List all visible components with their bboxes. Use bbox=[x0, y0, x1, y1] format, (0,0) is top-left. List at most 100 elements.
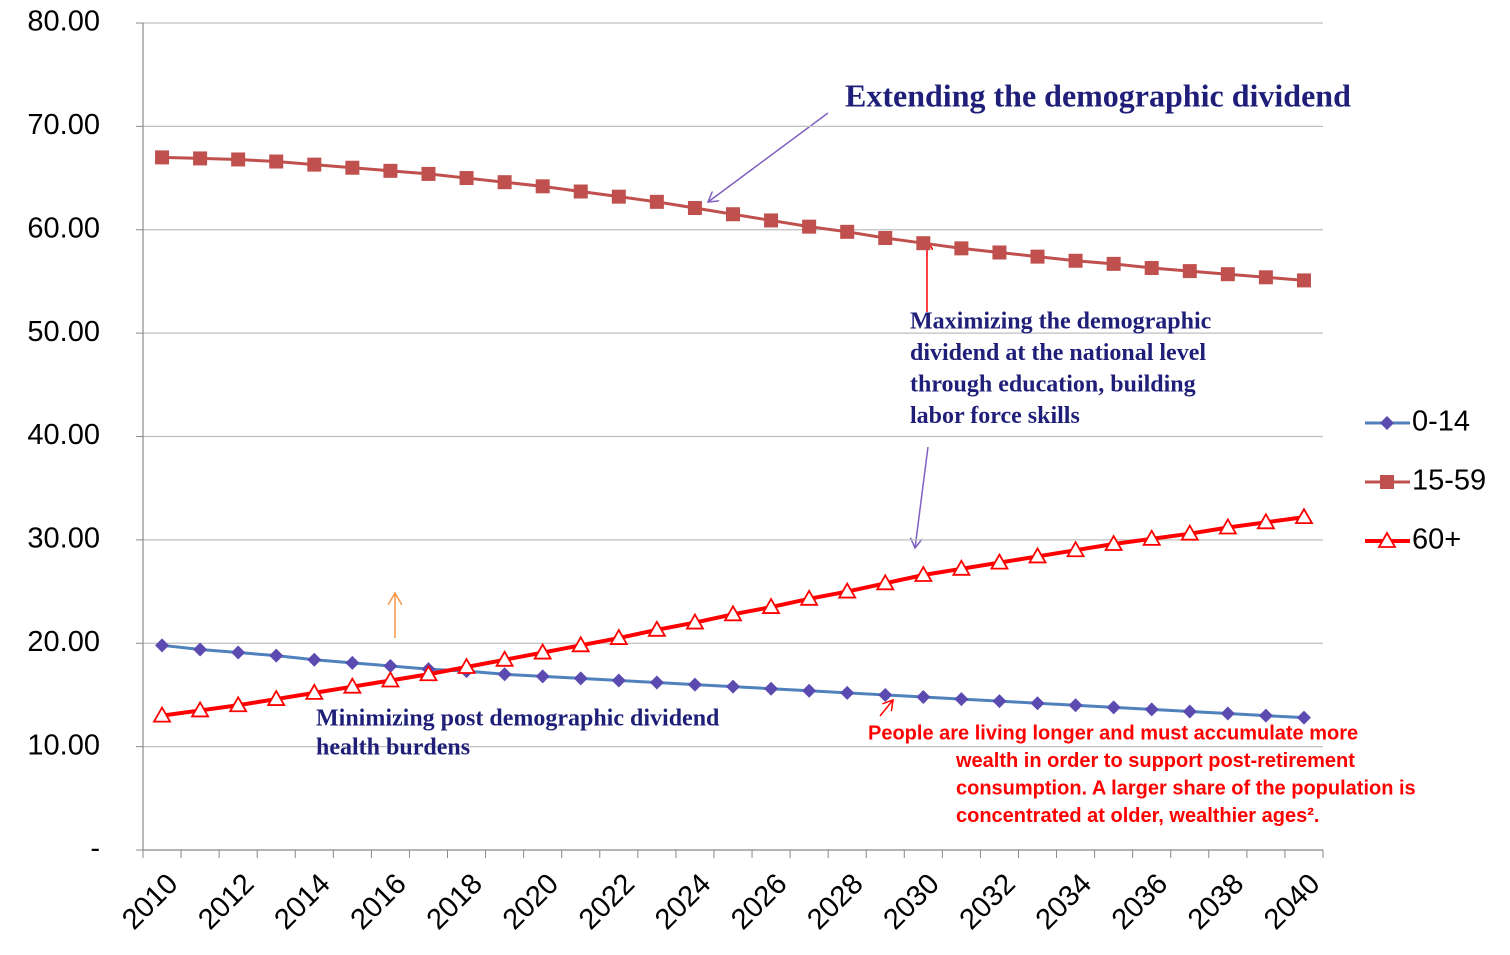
point bbox=[421, 166, 436, 181]
point bbox=[535, 669, 550, 684]
annotation: People are living longer and must accumu… bbox=[868, 722, 1358, 744]
x-tick-label: 2020 bbox=[497, 868, 565, 936]
legend-label: 0-14 bbox=[1412, 406, 1470, 438]
point bbox=[687, 677, 702, 692]
annotation: concentrated at older, wealthier ages². bbox=[956, 805, 1319, 827]
point bbox=[1030, 249, 1045, 264]
y-tick-label: 70.00 bbox=[27, 109, 100, 141]
point bbox=[345, 160, 360, 175]
point bbox=[266, 689, 286, 706]
point bbox=[954, 692, 969, 707]
point bbox=[1220, 706, 1235, 721]
x-tick-label: 2028 bbox=[801, 868, 869, 936]
x-tick-label: 2038 bbox=[1182, 868, 1250, 936]
y-tick-label: 60.00 bbox=[27, 212, 100, 244]
point bbox=[1106, 700, 1121, 715]
point bbox=[304, 683, 324, 700]
arrow bbox=[708, 112, 829, 202]
point bbox=[1144, 260, 1159, 275]
point bbox=[418, 664, 439, 682]
x-tick-label: 2016 bbox=[345, 868, 413, 936]
point bbox=[345, 655, 360, 670]
x-tick-label: 2040 bbox=[1258, 868, 1326, 936]
point bbox=[497, 667, 512, 682]
point bbox=[1182, 704, 1197, 719]
arrow bbox=[915, 446, 929, 548]
point bbox=[456, 657, 477, 674]
point bbox=[1142, 529, 1162, 546]
point bbox=[1068, 253, 1083, 268]
point bbox=[1144, 702, 1159, 717]
point bbox=[155, 150, 170, 165]
x-tick-label: 2034 bbox=[1030, 868, 1098, 936]
x-tick-label: 2024 bbox=[649, 868, 717, 936]
y-tick-label: 30.00 bbox=[27, 523, 100, 555]
point bbox=[1068, 698, 1083, 713]
point bbox=[1027, 546, 1048, 564]
x-tick-label: 2014 bbox=[268, 868, 336, 936]
point bbox=[726, 207, 740, 222]
x-tick-label: 2032 bbox=[954, 868, 1022, 936]
x-tick-label: 2010 bbox=[116, 868, 184, 936]
point bbox=[649, 194, 664, 209]
point bbox=[1106, 256, 1121, 271]
point bbox=[459, 171, 474, 186]
point bbox=[1030, 696, 1045, 711]
point bbox=[573, 184, 588, 199]
point bbox=[193, 151, 208, 166]
point bbox=[1180, 523, 1200, 541]
point bbox=[878, 231, 893, 246]
annotation: wealth in order to support post-retireme… bbox=[955, 750, 1355, 772]
point bbox=[533, 642, 553, 660]
y-tick-label: 50.00 bbox=[27, 316, 100, 348]
annotation: through education, building bbox=[910, 372, 1196, 398]
point bbox=[1104, 534, 1124, 551]
point bbox=[649, 675, 664, 690]
point bbox=[228, 695, 248, 713]
x-tick-label: 2036 bbox=[1106, 868, 1174, 936]
point bbox=[687, 201, 702, 216]
y-tick-label: 40.00 bbox=[27, 419, 100, 451]
annotation: Extending the demographic dividend bbox=[845, 77, 1351, 113]
point bbox=[495, 649, 515, 667]
point bbox=[1220, 267, 1235, 282]
point bbox=[1296, 273, 1311, 288]
y-tick-label: 20.00 bbox=[27, 626, 100, 658]
annotation: Minimizing post demographic dividend bbox=[316, 706, 720, 732]
x-tick-label: 2026 bbox=[725, 868, 793, 936]
point bbox=[380, 670, 400, 688]
point bbox=[647, 619, 667, 637]
point bbox=[611, 673, 626, 688]
x-tick-label: 2022 bbox=[573, 868, 641, 936]
point bbox=[764, 213, 779, 228]
point bbox=[383, 163, 398, 178]
point bbox=[951, 559, 971, 576]
point bbox=[155, 638, 170, 653]
point bbox=[761, 597, 781, 614]
point bbox=[989, 552, 1010, 570]
point bbox=[802, 683, 817, 698]
legend-label: 15-59 bbox=[1412, 465, 1486, 497]
annotation: Maximizing the demographic bbox=[910, 309, 1212, 335]
point bbox=[837, 581, 857, 599]
annotation: health burdens bbox=[316, 735, 470, 761]
point bbox=[342, 676, 362, 694]
point bbox=[193, 642, 208, 657]
point bbox=[307, 652, 322, 667]
point bbox=[535, 179, 550, 194]
point bbox=[913, 565, 933, 582]
point bbox=[723, 604, 743, 622]
y-tick-label: 10.00 bbox=[27, 729, 100, 761]
point bbox=[231, 645, 246, 660]
point bbox=[1296, 710, 1311, 725]
point bbox=[269, 648, 284, 663]
point bbox=[1256, 512, 1276, 530]
point bbox=[609, 628, 629, 645]
x-tick-label: 2018 bbox=[421, 868, 489, 936]
point bbox=[497, 175, 512, 190]
point bbox=[307, 157, 322, 172]
point bbox=[152, 705, 172, 723]
point bbox=[764, 681, 779, 696]
point bbox=[1182, 264, 1197, 279]
